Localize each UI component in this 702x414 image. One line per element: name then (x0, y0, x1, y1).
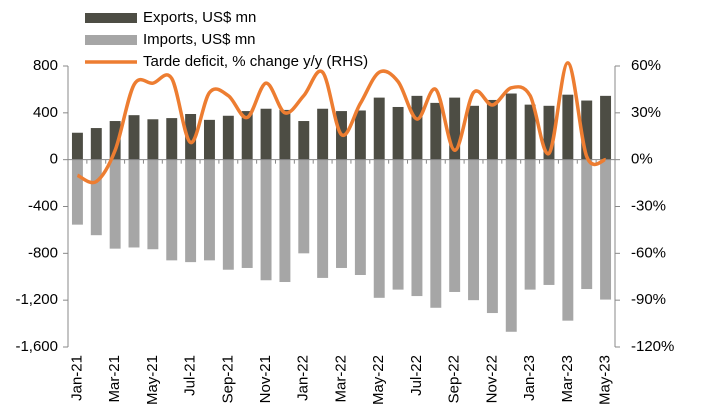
legend-label: Exports, US$ mn (143, 9, 256, 26)
y2-tick-label: -30% (631, 197, 666, 214)
y2-tick-label: -60% (631, 244, 666, 261)
bar (430, 102, 442, 160)
x-tick-label: Mar-23 (559, 355, 576, 403)
x-tick-label: Sep-22 (446, 355, 463, 403)
bar (468, 159, 480, 301)
bar (486, 159, 498, 314)
bar (90, 128, 102, 160)
bar (562, 94, 574, 160)
bar (260, 159, 272, 281)
bar (260, 108, 272, 160)
bar (411, 95, 423, 160)
y-tick-label: 0 (50, 151, 58, 168)
x-tick-label: Nov-21 (257, 355, 274, 403)
bar (543, 159, 555, 285)
bar (317, 159, 329, 278)
y-tick-label: -400 (28, 197, 58, 214)
legend-label: Imports, US$ mn (143, 31, 256, 48)
bar (71, 132, 83, 160)
bar (279, 109, 291, 160)
x-tick-label: Jan-22 (295, 355, 312, 401)
bar (279, 159, 291, 283)
bar (505, 93, 517, 160)
y2-tick-label: 0% (631, 151, 653, 168)
y-tick-label: -800 (28, 244, 58, 261)
y2-tick-label: 60% (631, 57, 661, 74)
legend-swatch (85, 13, 137, 23)
bar (468, 105, 480, 160)
bar (241, 111, 253, 160)
bar (581, 100, 593, 160)
x-tick-label: Jan-23 (521, 355, 538, 401)
bar (298, 121, 310, 160)
bar (392, 106, 404, 160)
bar (600, 95, 612, 160)
bar (600, 159, 612, 300)
bar (185, 159, 197, 263)
bar (71, 159, 83, 225)
bar (392, 159, 404, 290)
bar (128, 159, 140, 248)
bar (562, 159, 574, 321)
x-tick-label: May-23 (597, 355, 614, 405)
bar (222, 159, 234, 270)
bar (166, 118, 178, 160)
bar (524, 159, 536, 290)
bar (486, 99, 498, 160)
x-tick-label: Mar-21 (106, 355, 123, 403)
x-tick-label: Mar-22 (332, 355, 349, 403)
bar (109, 121, 121, 160)
y2-tick-label: -90% (631, 291, 666, 308)
bar (90, 159, 102, 236)
bar (373, 97, 385, 160)
bar (317, 108, 329, 160)
bar (109, 159, 121, 249)
bar (449, 159, 461, 292)
y-tick-label: -1,600 (15, 338, 58, 355)
bar (147, 159, 159, 250)
bar (430, 159, 442, 308)
x-tick-label: Jul-21 (182, 355, 199, 396)
legend-label: Tarde deficit, % change y/y (RHS) (143, 53, 368, 70)
bar (128, 115, 140, 160)
x-tick-label: Sep-21 (219, 355, 236, 403)
bar (505, 159, 517, 332)
bar (203, 159, 215, 261)
bar (147, 119, 159, 160)
bar (411, 159, 423, 297)
line (76, 61, 607, 185)
bar (241, 159, 253, 268)
bar (543, 105, 555, 160)
bar (185, 114, 197, 160)
y-tick-label: 400 (33, 104, 58, 121)
x-tick-label: Jan-21 (68, 355, 85, 401)
x-tick-label: Jul-22 (408, 355, 425, 396)
bar (354, 159, 366, 275)
y2-tick-label: -120% (631, 338, 674, 355)
bar (581, 159, 593, 290)
bar (222, 115, 234, 160)
x-tick-label: May-21 (144, 355, 161, 405)
bar (449, 97, 461, 160)
x-tick-label: Nov-22 (483, 355, 500, 403)
bar (203, 119, 215, 160)
y2-tick-label: 30% (631, 104, 661, 121)
bar (336, 159, 347, 268)
bar (354, 110, 366, 160)
bar (298, 159, 310, 254)
x-tick-label: May-22 (370, 355, 387, 405)
y-tick-label: -1,200 (15, 291, 58, 308)
bar (373, 159, 385, 298)
y-tick-label: 800 (33, 57, 58, 74)
legend-swatch (85, 35, 137, 45)
bar (166, 159, 178, 261)
bar (524, 104, 536, 160)
